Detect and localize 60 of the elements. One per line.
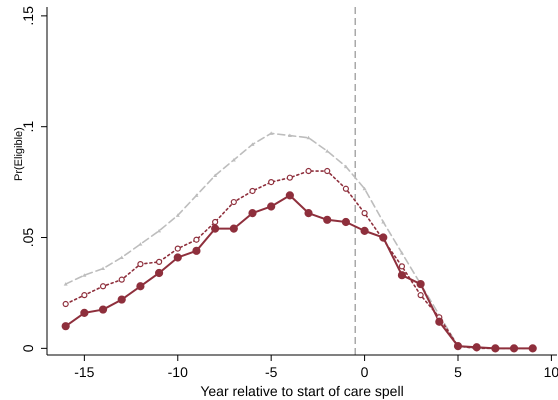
- point: [174, 246, 181, 252]
- x-tick-label: 5: [454, 364, 462, 380]
- y-tick-label: .15: [20, 6, 36, 26]
- point: [156, 258, 162, 266]
- point: [100, 283, 106, 290]
- point: [435, 318, 444, 326]
- point: [304, 209, 313, 218]
- point: [286, 191, 294, 200]
- point: [268, 179, 274, 186]
- point: [249, 188, 256, 194]
- point: [288, 134, 292, 138]
- point: [211, 224, 220, 233]
- point: [400, 251, 404, 255]
- y-tick-label: 0: [20, 344, 36, 352]
- y-tick-label: .05: [20, 228, 36, 248]
- point: [418, 292, 424, 298]
- point: [342, 218, 350, 226]
- x-tick-label: -15: [74, 364, 95, 380]
- point: [361, 210, 368, 216]
- point: [118, 276, 125, 283]
- x-tick-label: -10: [168, 364, 188, 380]
- point: [342, 186, 349, 192]
- point: [176, 213, 180, 217]
- point: [174, 253, 182, 262]
- point: [212, 218, 218, 226]
- point: [193, 236, 200, 243]
- y-axis-title: Pr(Eligible): [12, 127, 25, 181]
- point: [305, 168, 312, 174]
- x-tick-label: -5: [264, 364, 278, 380]
- point: [323, 216, 332, 224]
- point: [381, 220, 386, 224]
- point: [192, 246, 201, 255]
- point: [286, 174, 293, 181]
- x-axis-title: Year relative to start of care spell: [200, 383, 404, 399]
- point: [230, 224, 238, 233]
- point: [62, 322, 70, 330]
- point: [62, 300, 69, 308]
- point: [398, 271, 406, 280]
- point: [64, 282, 68, 286]
- point: [398, 263, 406, 270]
- point: [118, 295, 126, 304]
- point: [136, 282, 145, 290]
- point: [416, 280, 425, 288]
- point: [154, 268, 164, 278]
- point: [360, 226, 369, 235]
- point: [101, 266, 106, 270]
- point: [98, 305, 108, 314]
- point: [137, 261, 144, 268]
- point: [157, 228, 162, 232]
- point: [362, 186, 367, 190]
- point: [248, 209, 257, 218]
- point: [230, 198, 237, 206]
- point: [324, 168, 330, 174]
- point: [267, 202, 276, 211]
- x-tick-label: 0: [360, 364, 369, 380]
- point: [344, 164, 348, 168]
- point: [379, 233, 388, 242]
- point: [213, 173, 218, 177]
- point: [81, 292, 88, 298]
- point: [80, 308, 88, 317]
